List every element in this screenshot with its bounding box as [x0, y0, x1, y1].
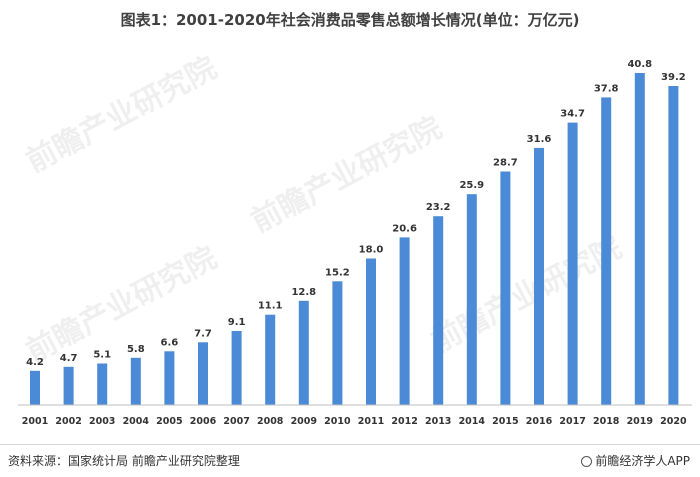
bar-2004	[130, 357, 141, 405]
value-label-2015: 28.7	[493, 158, 518, 169]
value-label-2008: 11.1	[258, 301, 283, 312]
value-labels-group: 4.2 4.7 5.1 5.8 6.6 7.7 9.1 11.1 12.8 15.2 18.0 20.…	[26, 59, 686, 368]
x-tick-2008: 2008	[257, 416, 284, 427]
value-label-2009: 12.8	[291, 287, 316, 298]
bar-2002	[63, 366, 74, 405]
bar-2019	[634, 73, 645, 405]
x-tick-2018: 2018	[593, 416, 620, 427]
bar-2016	[534, 147, 544, 405]
x-tick-2015: 2015	[492, 416, 518, 427]
footer: 资料来源：国家统计局 前瞻产业研究院整理 前瞻经济学人APP	[0, 444, 700, 477]
x-tick-2006: 2006	[190, 416, 217, 427]
bar-2001	[30, 370, 40, 405]
bar-2010	[332, 281, 343, 405]
x-tick-2014: 2014	[459, 416, 486, 427]
bars-group	[30, 73, 679, 406]
bar-2003	[97, 363, 108, 405]
x-tick-2005: 2005	[156, 416, 182, 427]
value-label-2019: 40.8	[627, 59, 652, 70]
bar-2012	[399, 237, 410, 405]
x-tick-2004: 2004	[123, 416, 150, 427]
bar-2009	[298, 300, 309, 405]
x-tick-2002: 2002	[55, 416, 81, 427]
x-tick-2003: 2003	[89, 416, 115, 427]
bar-2008	[265, 314, 276, 405]
x-tick-2020: 2020	[660, 416, 687, 427]
value-label-2017: 34.7	[560, 109, 585, 120]
x-tick-2016: 2016	[526, 416, 553, 427]
bar-2011	[366, 258, 376, 405]
source-note: 资料来源：国家统计局 前瞻产业研究院整理	[8, 454, 240, 468]
value-label-2020: 39.2	[661, 72, 686, 83]
bar-2013	[433, 216, 444, 405]
x-tick-labels-group: 2001 2002 2003 2004 2005 2006 2007 2008 2009 2010…	[22, 416, 687, 427]
x-tick-2012: 2012	[391, 416, 417, 427]
value-label-2016: 31.6	[527, 134, 552, 145]
brand-link[interactable]: 前瞻经济学人APP	[581, 452, 690, 469]
value-label-2004: 5.8	[127, 344, 145, 355]
brand-logo-icon	[581, 456, 593, 467]
x-tick-2019: 2019	[627, 416, 653, 427]
value-label-2002: 4.7	[60, 353, 78, 364]
bar-2006	[198, 342, 208, 405]
x-tick-2007: 2007	[223, 416, 249, 427]
bar-2014	[466, 194, 477, 405]
bar-2005	[164, 351, 175, 405]
value-label-2018: 37.8	[594, 83, 619, 94]
bar-2007	[231, 331, 242, 405]
x-tick-2013: 2013	[425, 416, 451, 427]
value-label-2007: 9.1	[228, 317, 246, 328]
brand-name: 前瞻经济学人APP	[595, 454, 690, 468]
chart-title: 图表1：2001-2020年社会消费品零售总额增长情况(单位：万亿元)	[120, 11, 580, 29]
bar-2020	[668, 86, 679, 405]
x-tick-2009: 2009	[291, 416, 317, 427]
bar-2017	[567, 122, 578, 405]
value-label-2010: 15.2	[325, 267, 350, 278]
x-tick-2010: 2010	[324, 416, 351, 427]
bar-2018	[601, 97, 612, 406]
value-label-2012: 20.6	[392, 223, 417, 234]
value-label-2011: 18.0	[359, 245, 384, 256]
value-label-2014: 25.9	[459, 180, 484, 191]
x-tick-2011: 2011	[358, 416, 384, 427]
bar-2015	[500, 171, 511, 405]
value-label-2013: 23.2	[426, 202, 451, 213]
value-label-2003: 5.1	[93, 350, 111, 361]
x-tick-2017: 2017	[559, 416, 585, 427]
value-label-2005: 6.6	[161, 337, 179, 348]
x-tick-2001: 2001	[22, 416, 48, 427]
value-label-2006: 7.7	[194, 328, 212, 339]
value-label-2001: 4.2	[26, 357, 44, 368]
